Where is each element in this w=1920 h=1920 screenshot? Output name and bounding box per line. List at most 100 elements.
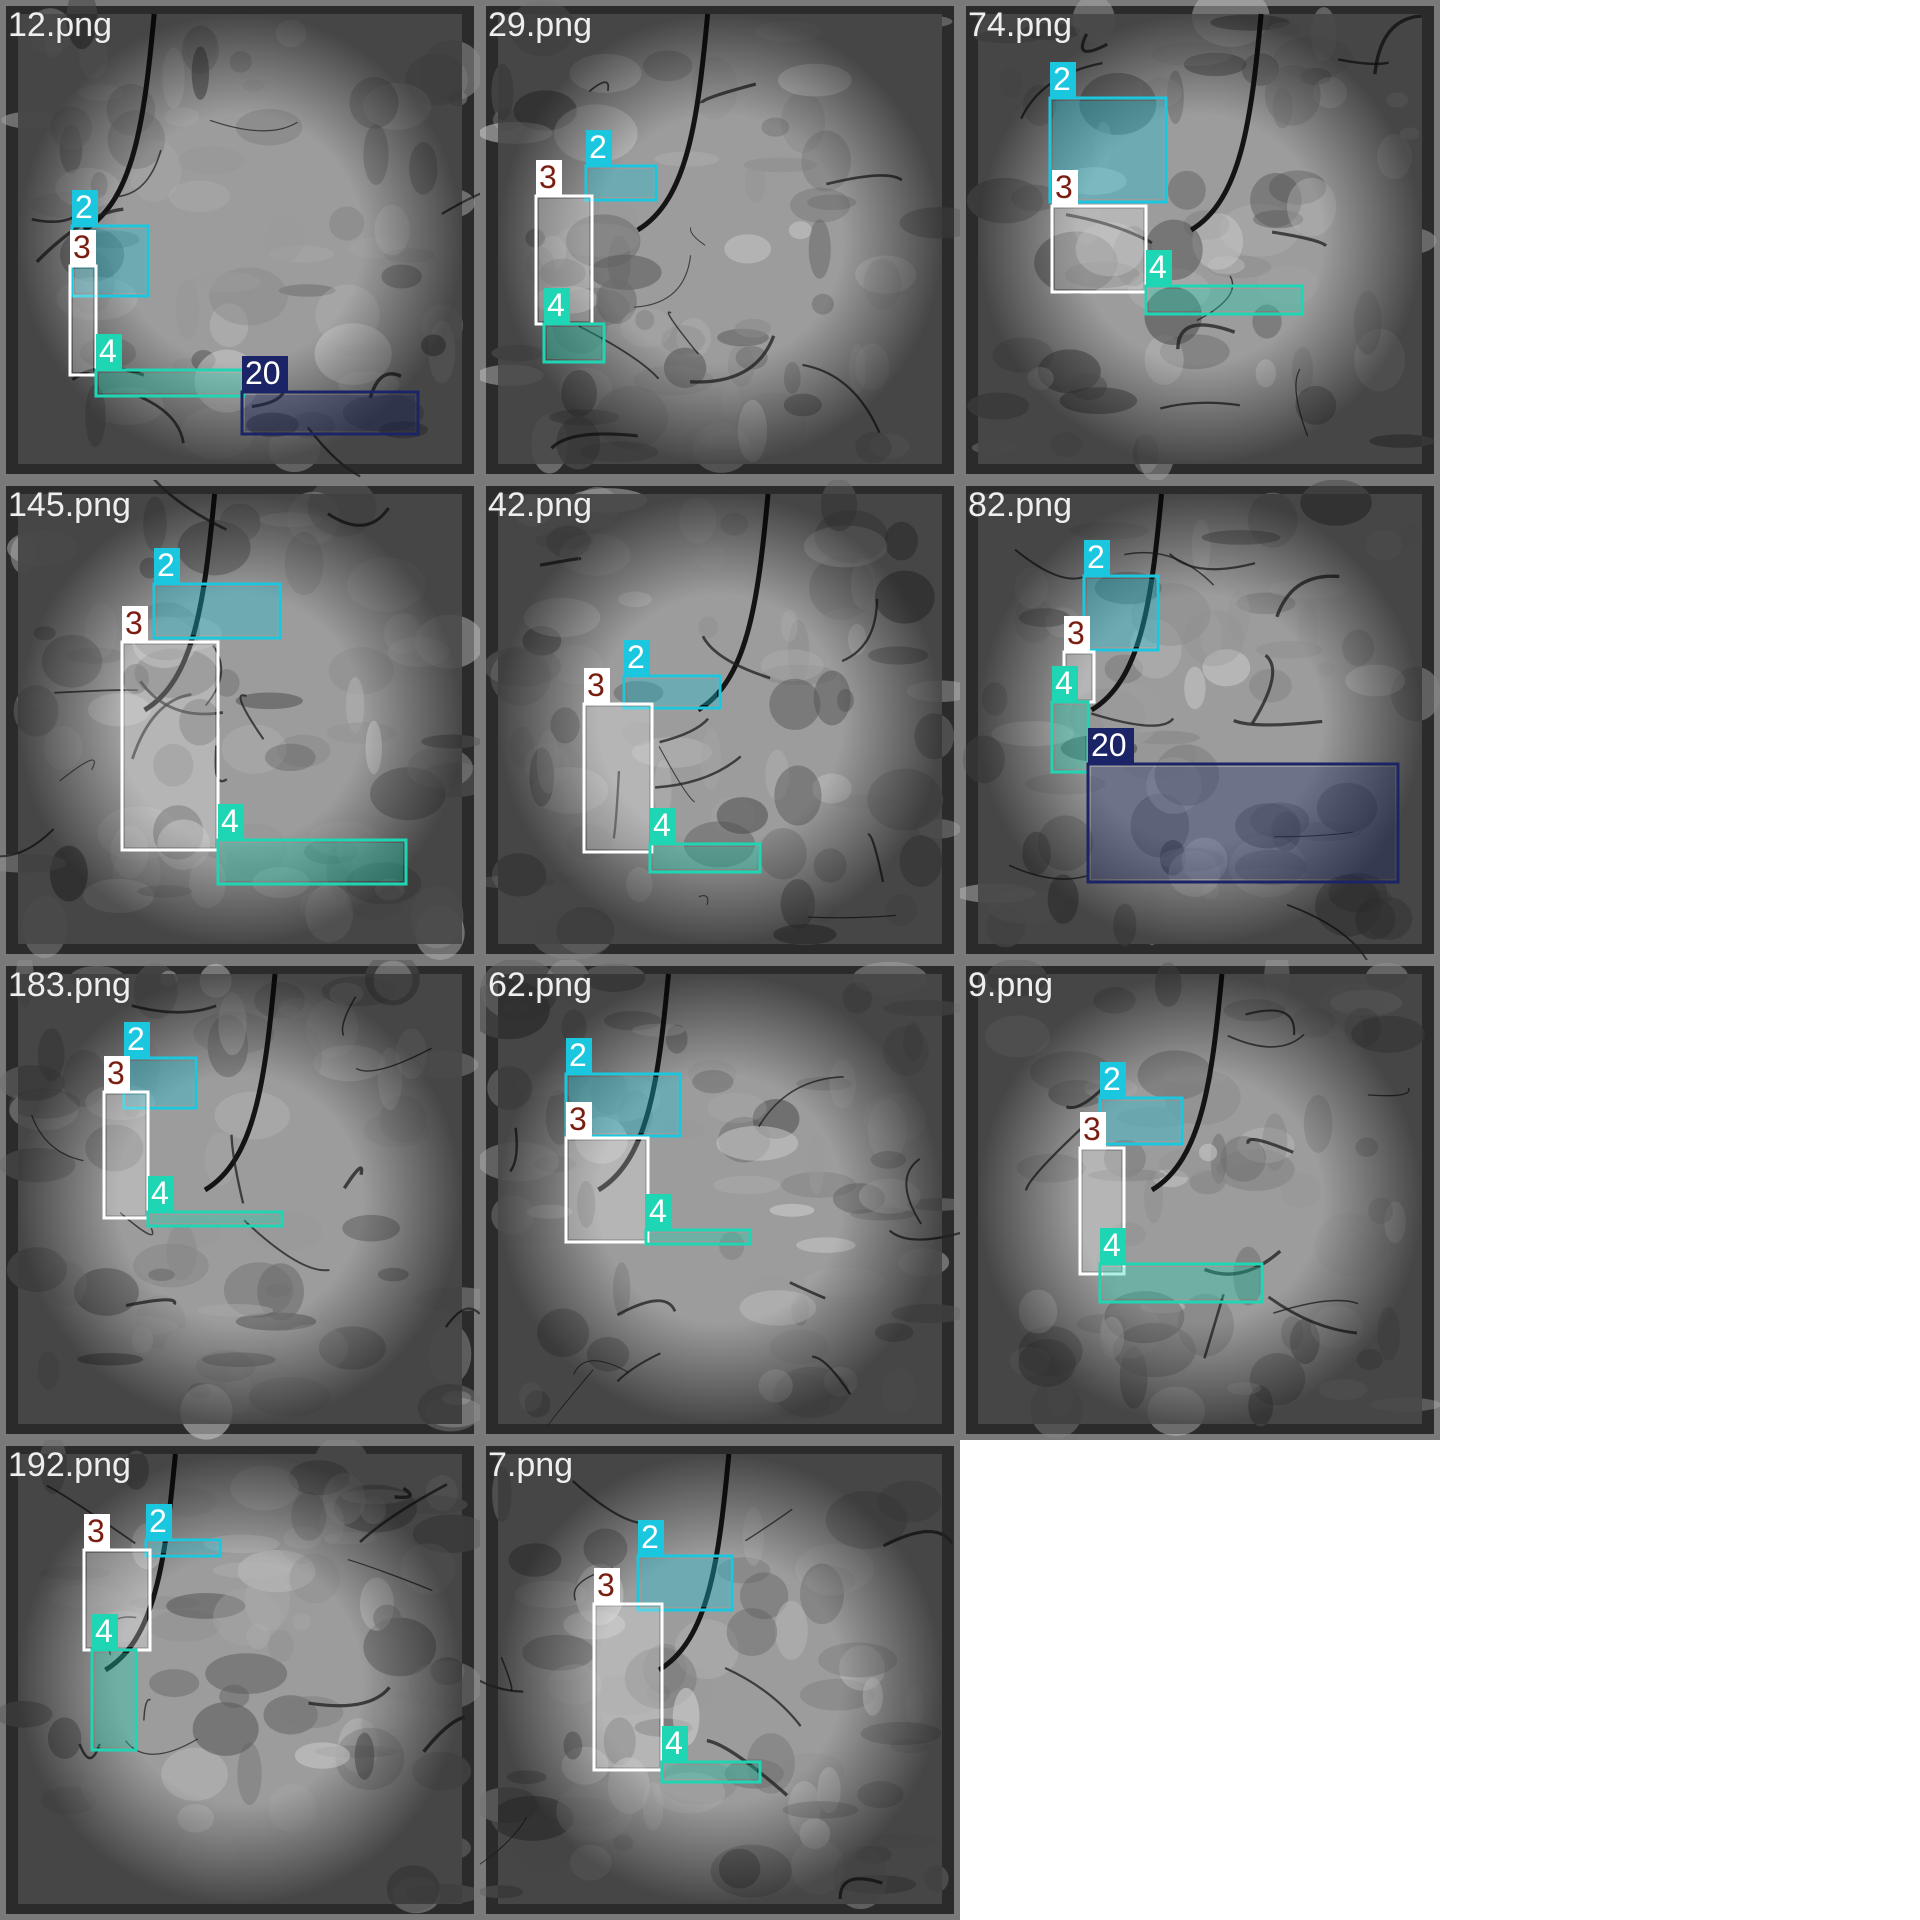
class-label-tag: [1088, 728, 1134, 764]
tile-filename: 82.png: [968, 486, 1072, 524]
class-label-text: 3: [107, 1055, 125, 1091]
segmentation-mask: [127, 1061, 193, 1105]
class-label-text: 4: [221, 803, 239, 839]
class-label-tag: [242, 356, 288, 392]
class-label-tag: [122, 606, 148, 642]
segmentation-mask: [1087, 579, 1155, 647]
tile-filename: 62.png: [488, 966, 592, 1004]
class-label-text: 2: [157, 547, 175, 583]
bounding-box: [644, 1228, 752, 1246]
class-label-tag: [544, 288, 570, 324]
class-label-text: 2: [1103, 1061, 1121, 1097]
class-label-tag: [586, 130, 612, 166]
segmentation-mask: [1103, 1267, 1259, 1299]
segmentation-mask: [641, 1559, 729, 1607]
class-label-text: 3: [569, 1101, 587, 1137]
bounding-box: [648, 842, 762, 874]
angiogram-tile: 2 3 4 192.png: [0, 1440, 480, 1920]
class-label-tag: [154, 548, 180, 584]
class-label-tag: [1146, 250, 1172, 286]
class-label-tag: [566, 1038, 592, 1074]
angiogram-tile: 2 3 4 20 12.png: [0, 0, 480, 480]
class-label-text: 2: [75, 189, 93, 225]
class-label-text: 4: [649, 1193, 667, 1229]
class-label-text: 3: [597, 1567, 615, 1603]
bounding-box: [592, 1602, 664, 1772]
segmentation-mask: [151, 1215, 279, 1223]
angiogram-tile: 2 3 4 62.png: [480, 960, 960, 1440]
class-label-text: 3: [1067, 615, 1085, 651]
angiogram-image: 234: [966, 0, 1437, 480]
segmentation-mask: [1091, 767, 1395, 879]
bounding-box: [216, 838, 408, 886]
angiogram-tile: 2 3 4 74.png: [960, 0, 1440, 480]
class-label-text: 2: [149, 1503, 167, 1539]
segmentation-mask: [99, 373, 241, 393]
class-label-text: 3: [73, 229, 91, 265]
class-label-text: 3: [587, 667, 605, 703]
segmentation-mask: [587, 707, 649, 849]
angiogram-tile: 2 3 4 183.png: [0, 960, 480, 1440]
segmentation-mask: [653, 847, 757, 869]
bounding-box: [1050, 204, 1148, 294]
class-label-text: 2: [1053, 61, 1071, 97]
segmentation-mask: [1055, 209, 1143, 289]
class-label-tag: [92, 1614, 118, 1650]
class-label-text: 2: [569, 1037, 587, 1073]
bounding-box: [120, 640, 220, 852]
tile-filename: 192.png: [8, 1446, 131, 1484]
class-label-tag: [148, 1176, 174, 1212]
class-label-text: 4: [99, 333, 117, 369]
angiogram-image: 234: [480, 1446, 954, 1914]
bounding-box: [144, 1538, 222, 1558]
class-label-text: 20: [1091, 727, 1127, 763]
class-label-tag: [104, 1056, 130, 1092]
angiogram-tile: 2 3 4 9.png: [960, 960, 1440, 1440]
angiogram-tile: 2 3 4 42.png: [480, 480, 960, 960]
tile-filename: 42.png: [488, 486, 592, 524]
segmentation-mask: [73, 269, 93, 372]
segmentation-mask: [1103, 1101, 1179, 1141]
class-label-tag: [1100, 1062, 1126, 1098]
angiogram-tile: 2 3 4 7.png: [480, 1440, 960, 1920]
bounding-box: [1082, 574, 1160, 652]
bounding-box: [1086, 762, 1400, 884]
tile-filename: 9.png: [968, 966, 1054, 1004]
angiogram-image: 23 4: [480, 480, 960, 960]
class-label-text: 4: [547, 287, 565, 323]
bounding-box: [622, 674, 722, 710]
segmentation-mask: [95, 1653, 133, 1747]
class-label-tag: [1064, 616, 1090, 652]
class-label-text: 2: [627, 639, 645, 675]
segmentation-mask: [597, 1607, 659, 1767]
bounding-box: [1144, 284, 1304, 316]
bounding-box: [1048, 96, 1168, 204]
class-label-text: 4: [653, 807, 671, 843]
class-label-text: 3: [539, 159, 557, 195]
angiogram-tile: 2 3 4 29.png: [480, 0, 960, 480]
class-label-text: 2: [589, 129, 607, 165]
class-label-text: 4: [1055, 665, 1073, 701]
class-label-text: 20: [245, 355, 281, 391]
tile-filename: 12.png: [8, 6, 112, 44]
bounding-box: [636, 1554, 734, 1612]
class-label-text: 4: [1149, 249, 1167, 285]
bounding-box: [660, 1760, 762, 1784]
angiogram-tile: 2 3 4 20 82.png: [960, 480, 1440, 960]
class-label-tag: [70, 230, 96, 266]
class-label-tag: [662, 1726, 688, 1762]
class-label-tag: [1052, 666, 1078, 702]
class-label-tag: [646, 1194, 672, 1230]
class-label-text: 2: [641, 1519, 659, 1555]
class-label-tag: [146, 1504, 172, 1540]
tile-filename: 183.png: [8, 966, 131, 1004]
segmentation-mask: [649, 1233, 747, 1241]
segmentation-mask: [1149, 289, 1299, 311]
angiogram-image: 234: [966, 960, 1440, 1439]
class-label-tag: [1080, 1112, 1106, 1148]
angiogram-image: 234: [0, 960, 480, 1440]
angiogram-image: 2 3 4 20: [1, 0, 480, 478]
tile-filename: 74.png: [968, 6, 1072, 44]
class-label-tag: [650, 808, 676, 844]
class-label-text: 3: [125, 605, 143, 641]
